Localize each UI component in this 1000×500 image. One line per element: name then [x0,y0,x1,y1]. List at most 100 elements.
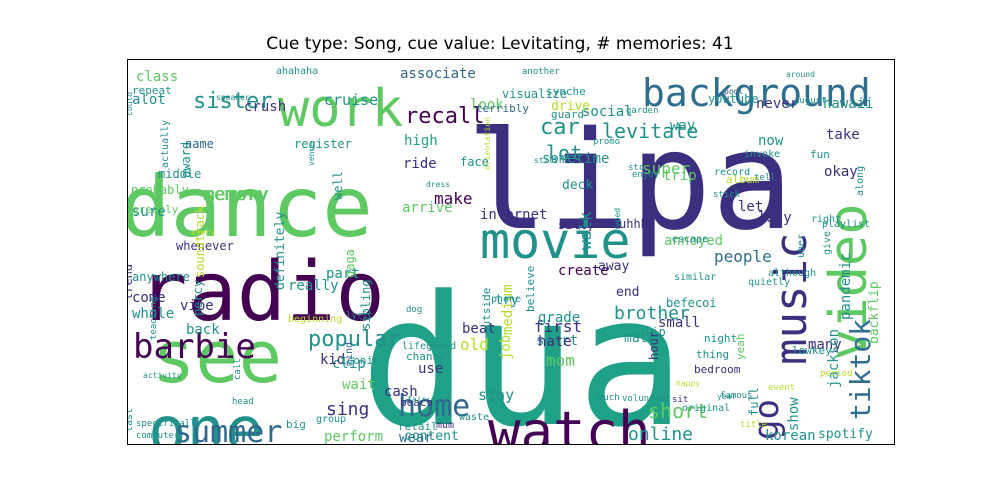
word-speaker: speaker [216,93,250,102]
word-soundtrack: soundtrack [193,205,207,278]
word-every: every [191,228,215,237]
word-annoyed: annoyed [664,233,723,249]
word-year: year [717,392,736,401]
word-lot: lot [546,141,582,165]
word-could: could [128,92,134,116]
word-stay: stay [478,386,514,404]
word-high: high [404,133,438,149]
word-barbie: barbie [133,327,256,367]
word-memory: memory [203,184,268,205]
word-one: one [148,394,264,445]
word-award: award [179,142,193,178]
word-dua: dua [360,258,685,445]
word-promo: promo [593,137,620,147]
word-hour: hour [647,331,661,360]
word-hyped: hyped [613,208,622,232]
word-another: another [522,67,561,77]
word-famous: famous [720,391,753,401]
word-class: class [136,69,178,85]
word-hate: hate [538,334,572,350]
word-brother: brother [614,303,690,324]
word-fair: fair [407,395,426,404]
word-stc: stc [628,163,644,173]
word-sibling: sibling [359,279,373,330]
word-summer: summer [174,415,282,445]
word-content: content [404,429,459,444]
word-guard: guard [551,108,584,121]
word-fun: fun [810,148,830,161]
word-cloud-frame: dua lipa dance radio see one movie watch music vi… [127,59,895,445]
word-lowkey: lowkey [792,344,832,357]
word-garden: garden [626,106,659,116]
word-teaching: teaching [149,297,159,340]
word-uhhh: uhhh [619,217,648,231]
word-escape: escape [672,234,708,245]
word-vibe: vibe [180,298,214,314]
word-internet: internet [480,207,547,223]
word-august: august [794,96,827,106]
word-perform: perform [324,429,383,445]
word-ride: ride [403,156,437,172]
word-quietly: quietly [748,277,790,288]
word-many: many [808,337,842,353]
word-register: register [294,137,352,151]
word-night: night [704,332,737,345]
word-recall: recall [405,104,484,129]
word-bedroom: bedroom [694,363,741,376]
word-old: old [460,335,489,354]
word-terribly: terribly [476,102,529,115]
word-probably: probably [131,183,189,197]
word-title: title [740,420,767,430]
word-wear: wear [399,430,433,445]
word-social: social [582,104,633,120]
word-associate: associate [400,66,476,82]
word-show: show [786,397,802,431]
word-gaga: gaga [343,249,357,278]
word-sure: sure [132,204,166,220]
word-video: video [819,203,879,360]
word-radio: radio [138,245,385,340]
word-way: way [670,118,695,134]
word-people: people [714,247,772,266]
word-dog: dog [406,305,422,315]
word-thing: thing [696,348,729,361]
word-sit: sit [672,395,688,405]
word-use: use [418,361,443,377]
word-believe: believe [524,266,537,312]
word-middle: middle [158,167,201,181]
word-dance: dance [128,158,373,256]
word-venue: venue [307,142,316,166]
word-take: take [826,127,860,143]
word-silly: silly [558,218,594,232]
word-end: end [616,285,639,300]
word-event: event [768,383,795,393]
word-music: music [766,233,817,365]
word-alot: alot [132,92,166,108]
word-much: much [598,393,620,403]
word-activity: activity [143,371,182,380]
word-waste: waste [459,412,489,423]
word-pandemic: pandemic [838,253,854,320]
word-lady: lady [758,210,792,226]
word-cruise: cruise [324,91,378,109]
word-repeat: repeat [132,84,172,97]
word-mom: mom [546,351,575,370]
word-background: background [642,71,871,115]
word-watch: watch [488,400,651,445]
word-work: work [278,79,403,139]
word-enjoy: enjoy [632,170,660,180]
word-clip: clip [332,356,366,372]
word-still: still [534,156,558,165]
word-home: home [398,389,470,424]
word-volunteer: volunteer [622,394,671,404]
word-let: let [738,199,763,215]
word-beach: beach [400,396,433,409]
word-crush: crush [244,99,286,115]
word-job: job [498,335,514,360]
word-full: full [747,387,761,416]
word-name: name [185,137,214,151]
word-first: first [534,317,582,336]
word-similar: similar [674,272,716,283]
word-short: short [648,399,708,423]
